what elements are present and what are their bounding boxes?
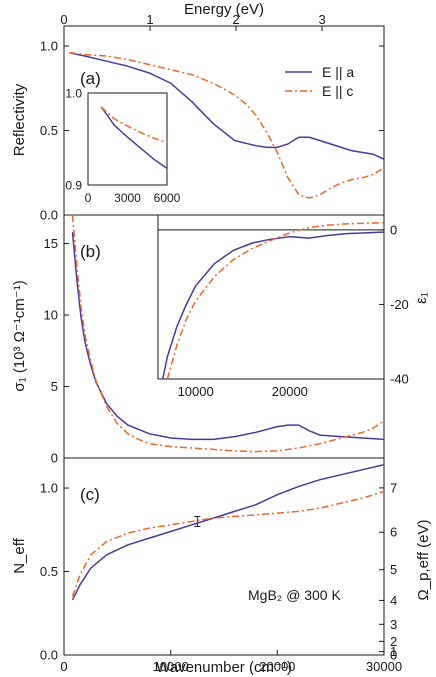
bottom-axis-title: Wavenumber (cm⁻¹) [156, 659, 292, 676]
panel-a-inset-series-c [100, 106, 168, 144]
panel-c-right-ytick-label: 2 [390, 634, 397, 649]
legend-entry-c: E || c [322, 83, 353, 99]
panel-a-ytick-label: 0.0 [40, 208, 58, 223]
panel-a: 0 1 2 30.00.51.0 (a) E || a E || c 0.91.00 3… [40, 12, 385, 223]
panel-b-series-a [71, 232, 385, 441]
panel-b-inset-ytick-label: 0 [390, 222, 397, 237]
panel-a-inset-xtick-label: 3000 [114, 191, 141, 205]
panel-c-series-c [71, 490, 385, 597]
panel-b-inset-series-a [161, 231, 385, 380]
panel-c-ytick-label: 1.0 [40, 481, 58, 496]
panel-b-ytick-label: 15 [44, 236, 58, 251]
top-axis-tick-label: 0 [60, 12, 67, 27]
panel-a-inset: 0.9 1.0 0 3000 6000 [65, 87, 180, 206]
panel-c-ytick-label: 0.0 [40, 648, 58, 663]
panel-c-label: (c) [80, 485, 100, 504]
panel-c-right-ytick-label: 7 [390, 480, 397, 495]
panel-b-inset-series-c [166, 222, 385, 380]
panel-a-ytick-label: 1.0 [40, 39, 58, 54]
top-axis-tick-label: 2 [232, 12, 239, 27]
panel-a-series-c [69, 52, 385, 199]
panel-a-inset-xtick-label: 0 [85, 191, 92, 205]
panel-a-inset-ytick-label: 1.0 [65, 87, 82, 101]
bottom-axis-tick-label: 20000 [259, 659, 295, 674]
panel-c-right-ylabel: Ω_p,eff (eV) [415, 520, 432, 601]
legend-entry-a: E || a [322, 64, 354, 80]
panel-b-ticks: 0 5 10 15 [44, 236, 69, 466]
panel-a-inset-series-a [100, 106, 168, 170]
panel-a-series-a [69, 52, 385, 160]
top-axis-tick-label: 3 [318, 12, 325, 27]
panel-b-ylabel: σ₁ (10³ Ω⁻¹cm⁻¹) [11, 280, 28, 391]
panel-a-series [69, 52, 385, 199]
bottom-axis-tick-label: 10000 [153, 659, 189, 674]
panel-b-ytick-label: 0 [51, 451, 58, 466]
panel-b-series-c [71, 214, 385, 453]
panel-b-label: (b) [80, 242, 101, 261]
panel-b: 0 5 10 15 (b) 0 -20 -40 10000 20000 [44, 214, 409, 466]
panel-a-inset-xtick-label: 6000 [154, 191, 181, 205]
panel-c-series-a [71, 463, 385, 601]
panel-a-inset-ticks: 0.9 1.0 0 3000 6000 [65, 87, 180, 206]
legend: E || a E || c [285, 64, 354, 99]
panel-c-right-ytick-label: 4 [390, 593, 397, 608]
panel-b-inset-ylabel: ε₁ [413, 292, 430, 304]
top-axis-tick-label: 1 [146, 12, 153, 27]
panel-b-ytick-label: 5 [51, 379, 58, 394]
panel-a-ytick-label: 0.5 [40, 123, 58, 138]
panel-c-right-ytick-label: 0 [390, 648, 397, 663]
panel-b-inset-ytick-label: -20 [390, 297, 409, 312]
sample-annotation: MgB₂ @ 300 K [248, 587, 341, 603]
panel-c-ylabel: N_eff [11, 537, 28, 573]
panel-c-series [71, 463, 385, 601]
panel-a-inset-ytick-label: 0.9 [65, 179, 82, 193]
panel-b-inset-frame [157, 214, 385, 380]
panel-a-label: (a) [80, 69, 101, 88]
panel-b-inset-series [161, 222, 385, 380]
panel-c-right-ytick-label: 3 [390, 617, 397, 632]
panel-a-ylabel: Reflectivity [11, 83, 28, 156]
bottom-axis-tick-label: 0 [60, 659, 67, 674]
panel-b-inset-ticks: 0 -20 -40 10000 20000 [158, 222, 409, 399]
panel-a-ticks: 0 1 2 3 0.0 0.5 1.0 [40, 12, 384, 223]
panel-a-inset-frame [87, 92, 168, 186]
panel-a-inset-series [100, 106, 168, 170]
panel-b-ytick-label: 10 [44, 308, 58, 323]
bottom-axis-tick-label: 30000 [366, 659, 402, 674]
panel-b-series [71, 214, 385, 453]
panel-c-right-ytick-label: 1 [390, 644, 397, 659]
axis-titles: Energy (eV) Wavenumber (cm⁻¹) Reflectivi… [11, 1, 432, 676]
panel-c-ytick-label: 0.5 [40, 564, 58, 579]
panel-b-inset: 0 -20 -40 10000 20000 [157, 214, 409, 399]
panel-c-right-ytick-label: 6 [390, 525, 397, 540]
panel-c-right-ytick-label: 5 [390, 562, 397, 577]
panel-b-inset-xtick-label: 20000 [272, 384, 308, 399]
top-axis-title: Energy (eV) [184, 1, 264, 18]
panel-c-frame [63, 457, 385, 656]
panel-b-inset-xtick-label: 10000 [178, 384, 214, 399]
panel-b-inset-ytick-label: -40 [390, 372, 409, 387]
